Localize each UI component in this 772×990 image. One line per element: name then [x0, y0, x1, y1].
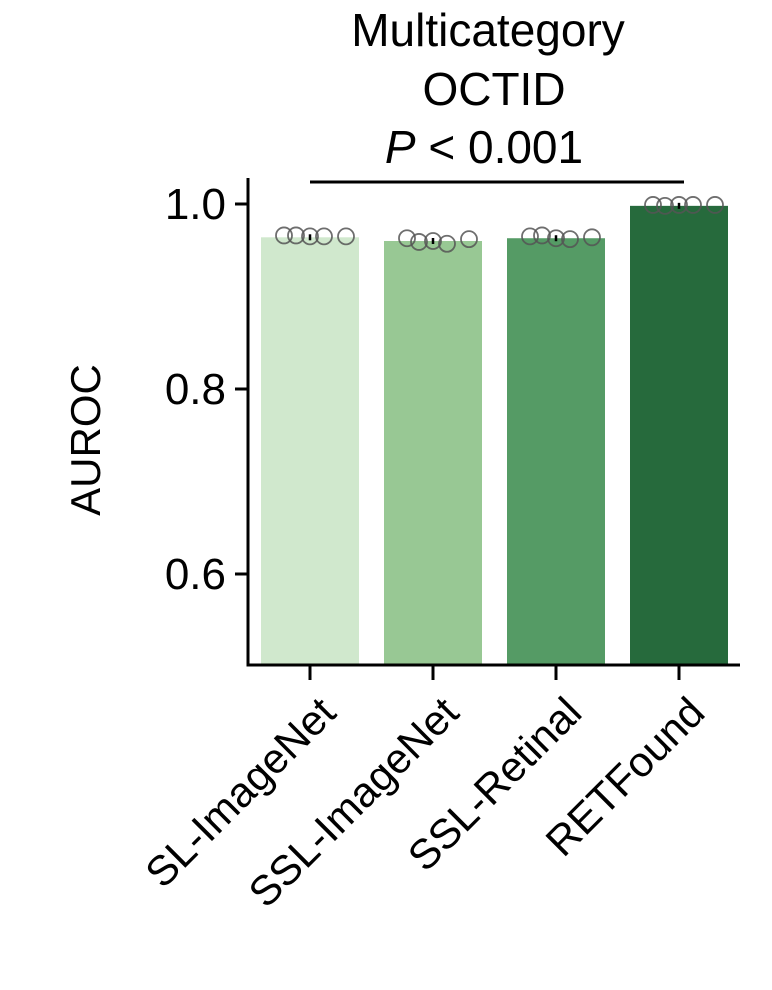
data-point	[547, 229, 565, 248]
bar-retfound	[630, 205, 728, 664]
data-point	[684, 196, 702, 214]
data-point	[275, 226, 293, 245]
data-point	[561, 230, 579, 249]
data-point	[521, 227, 539, 246]
x-ticks-group: SL-ImageNetSSL-ImageNetSSL-RetinalRETFou…	[136, 665, 713, 916]
bar-ssl-imagenet	[384, 241, 482, 664]
points-group	[275, 196, 724, 253]
data-point	[301, 227, 319, 246]
data-point	[315, 227, 333, 246]
y-tick-label: 0.6	[165, 550, 226, 599]
bar-ssl-retinal	[507, 238, 605, 664]
p-value-annotation: P < 0.001	[385, 121, 583, 173]
chart-title-line-2: OCTID	[422, 63, 565, 115]
y-tick-label: 1.0	[165, 180, 226, 229]
p-value-text: < 0.001	[416, 121, 584, 173]
data-point	[533, 226, 551, 245]
bars-group	[261, 205, 728, 664]
data-point	[424, 232, 442, 250]
data-point	[706, 196, 724, 214]
data-point	[583, 228, 601, 247]
data-point	[410, 233, 428, 251]
y-axis-label: AUROC	[62, 364, 109, 516]
chart-title: Multicategory OCTID P < 0.001	[351, 4, 625, 173]
data-point	[460, 230, 478, 249]
data-point	[287, 226, 305, 245]
data-point	[438, 234, 456, 253]
chart-title-line-1: Multicategory	[351, 4, 625, 56]
data-point	[337, 227, 355, 246]
bar-sl-imagenet	[261, 237, 359, 664]
y-ticks-group: 0.6 0.8 1.0	[165, 180, 248, 599]
data-point	[656, 196, 674, 215]
data-point	[398, 229, 416, 248]
data-point	[644, 196, 662, 214]
data-point	[670, 196, 688, 214]
y-tick-label: 0.8	[165, 365, 226, 414]
x-tick-label: SSL-ImageNet	[239, 688, 467, 916]
p-symbol: P	[385, 121, 416, 173]
